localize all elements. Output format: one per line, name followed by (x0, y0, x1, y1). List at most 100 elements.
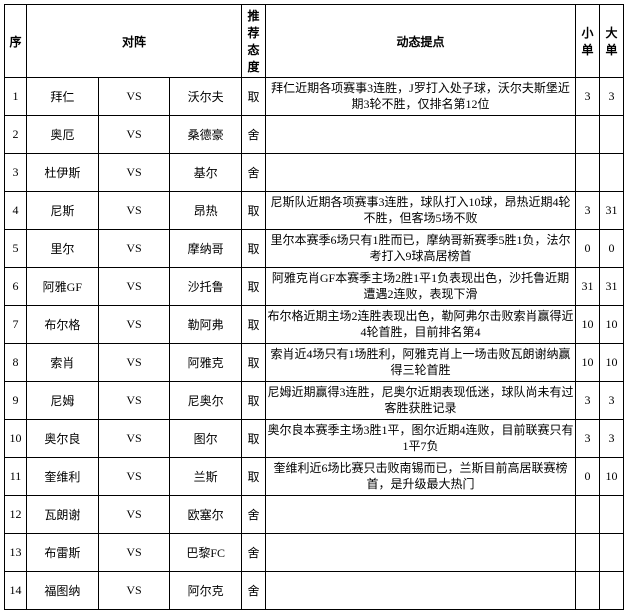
table-row: 13布雷斯VS巴黎FC舍 (5, 534, 624, 572)
cell-big: 31 (600, 268, 624, 306)
cell-vs: VS (98, 268, 170, 306)
cell-away: 图尔 (170, 420, 242, 458)
cell-away: 沙托鲁 (170, 268, 242, 306)
table-row: 3杜伊斯VS基尔舍 (5, 154, 624, 192)
cell-tip: 里尔本赛季6场只有1胜而已，摩纳哥新赛季5胜1负，法尔考打入9球高居榜首 (266, 230, 576, 268)
cell-tip: 布尔格近期主场2连胜表现出色，勒阿弗尔击败索肖赢得近4轮首胜，目前排名第4 (266, 306, 576, 344)
cell-seq: 3 (5, 154, 27, 192)
cell-tip (266, 116, 576, 154)
cell-rec: 取 (242, 344, 266, 382)
cell-away: 昂热 (170, 192, 242, 230)
cell-vs: VS (98, 154, 170, 192)
cell-small (576, 116, 600, 154)
cell-tip: 尼斯队近期各项赛事3连胜，球队打入10球，昂热近期4轮不胜，但客场5场不败 (266, 192, 576, 230)
cell-big (600, 154, 624, 192)
cell-big: 3 (600, 78, 624, 116)
header-row: 序 对阵 推荐态度 动态提点 小单 大单 (5, 5, 624, 78)
cell-tip: 索肖近4场只有1场胜利，阿雅克肖上一场击败瓦朗谢纳赢得三轮首胜 (266, 344, 576, 382)
cell-tip: 奥尔良本赛季主场3胜1平，图尔近期4连败，目前联赛只有1平7负 (266, 420, 576, 458)
table-row: 2奥厄VS桑德豪舍 (5, 116, 624, 154)
cell-small: 10 (576, 344, 600, 382)
table-row: 4尼斯VS昂热取尼斯队近期各项赛事3连胜，球队打入10球，昂热近期4轮不胜，但客… (5, 192, 624, 230)
cell-rec: 取 (242, 382, 266, 420)
cell-seq: 2 (5, 116, 27, 154)
cell-rec: 舍 (242, 534, 266, 572)
cell-big: 31 (600, 192, 624, 230)
cell-small: 3 (576, 78, 600, 116)
cell-away: 巴黎FC (170, 534, 242, 572)
cell-home: 布尔格 (27, 306, 99, 344)
cell-tip (266, 496, 576, 534)
cell-tip (266, 572, 576, 610)
cell-vs: VS (98, 420, 170, 458)
cell-rec: 舍 (242, 116, 266, 154)
cell-tip: 阿雅克肖GF本赛季主场2胜1平1负表现出色，沙托鲁近期遭遇2连败，表现下滑 (266, 268, 576, 306)
cell-seq: 8 (5, 344, 27, 382)
cell-away: 基尔 (170, 154, 242, 192)
cell-small (576, 154, 600, 192)
cell-small: 0 (576, 230, 600, 268)
cell-big: 10 (600, 458, 624, 496)
cell-seq: 1 (5, 78, 27, 116)
cell-small: 3 (576, 192, 600, 230)
cell-away: 沃尔夫 (170, 78, 242, 116)
cell-seq: 9 (5, 382, 27, 420)
cell-away: 尼奥尔 (170, 382, 242, 420)
header-small: 小单 (576, 5, 600, 78)
cell-vs: VS (98, 458, 170, 496)
table-row: 1拜仁VS沃尔夫取拜仁近期各项赛事3连胜，J罗打入处子球，沃尔夫斯堡近期3轮不胜… (5, 78, 624, 116)
cell-big: 10 (600, 306, 624, 344)
cell-big: 10 (600, 344, 624, 382)
cell-away: 兰斯 (170, 458, 242, 496)
cell-big: 3 (600, 382, 624, 420)
cell-small: 3 (576, 420, 600, 458)
cell-home: 奥厄 (27, 116, 99, 154)
cell-small (576, 534, 600, 572)
cell-rec: 取 (242, 268, 266, 306)
cell-home: 拜仁 (27, 78, 99, 116)
cell-rec: 舍 (242, 496, 266, 534)
cell-big (600, 496, 624, 534)
cell-seq: 13 (5, 534, 27, 572)
cell-vs: VS (98, 572, 170, 610)
cell-big (600, 572, 624, 610)
cell-home: 阿雅GF (27, 268, 99, 306)
cell-vs: VS (98, 116, 170, 154)
cell-away: 勒阿弗 (170, 306, 242, 344)
cell-tip (266, 154, 576, 192)
table-row: 12瓦朗谢VS欧塞尔舍 (5, 496, 624, 534)
cell-home: 里尔 (27, 230, 99, 268)
cell-away: 阿尔克 (170, 572, 242, 610)
cell-home: 奥尔良 (27, 420, 99, 458)
table-row: 6阿雅GFVS沙托鲁取阿雅克肖GF本赛季主场2胜1平1负表现出色，沙托鲁近期遭遇… (5, 268, 624, 306)
cell-small: 3 (576, 382, 600, 420)
header-big: 大单 (600, 5, 624, 78)
cell-home: 索肖 (27, 344, 99, 382)
cell-seq: 10 (5, 420, 27, 458)
cell-vs: VS (98, 344, 170, 382)
cell-rec: 取 (242, 458, 266, 496)
cell-rec: 舍 (242, 154, 266, 192)
cell-small (576, 572, 600, 610)
cell-seq: 6 (5, 268, 27, 306)
cell-rec: 取 (242, 306, 266, 344)
cell-seq: 4 (5, 192, 27, 230)
cell-vs: VS (98, 382, 170, 420)
cell-rec: 取 (242, 78, 266, 116)
table-row: 5里尔VS摩纳哥取里尔本赛季6场只有1胜而已，摩纳哥新赛季5胜1负，法尔考打入9… (5, 230, 624, 268)
cell-seq: 5 (5, 230, 27, 268)
cell-seq: 14 (5, 572, 27, 610)
cell-home: 尼姆 (27, 382, 99, 420)
header-tip: 动态提点 (266, 5, 576, 78)
cell-tip: 拜仁近期各项赛事3连胜，J罗打入处子球，沃尔夫斯堡近期3轮不胜，仅排名第12位 (266, 78, 576, 116)
cell-big: 0 (600, 230, 624, 268)
table-row: 9尼姆VS尼奥尔取尼姆近期赢得3连胜，尼奥尔近期表现低迷，球队尚未有过客胜获胜记… (5, 382, 624, 420)
header-match: 对阵 (27, 5, 242, 78)
cell-big (600, 116, 624, 154)
cell-rec: 取 (242, 192, 266, 230)
cell-home: 瓦朗谢 (27, 496, 99, 534)
cell-seq: 12 (5, 496, 27, 534)
cell-rec: 取 (242, 230, 266, 268)
cell-home: 布雷斯 (27, 534, 99, 572)
cell-small (576, 496, 600, 534)
